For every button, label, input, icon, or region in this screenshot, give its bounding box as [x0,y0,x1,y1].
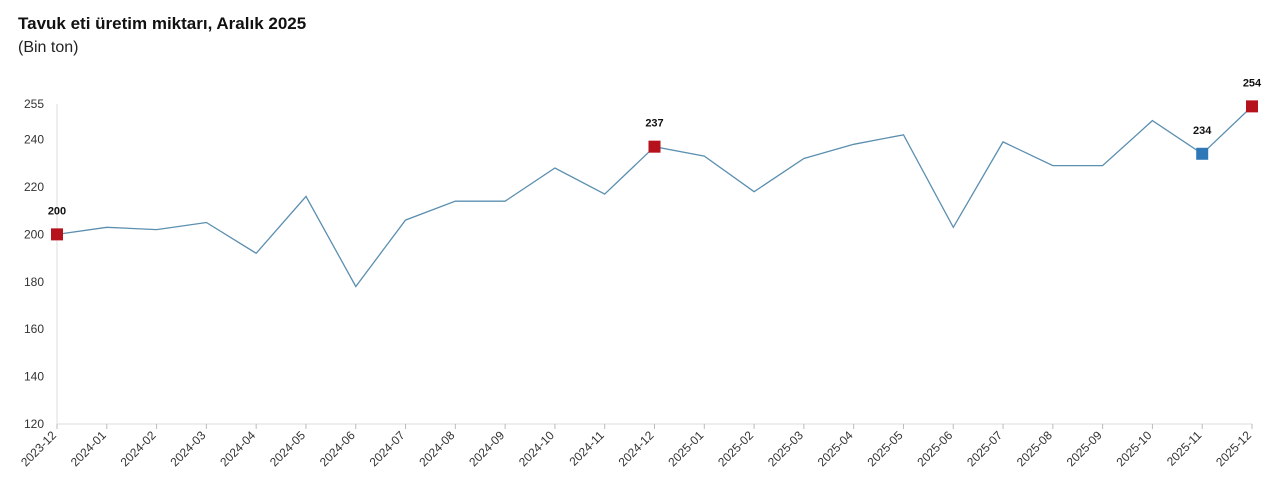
x-tick-label: 2024-12 [616,428,657,469]
data-point [1151,119,1154,122]
data-point [304,195,307,198]
x-tick-label: 2025-07 [964,428,1005,469]
data-point [1002,140,1005,143]
series-group [56,105,1253,288]
data-label: 254 [1243,77,1262,89]
x-tick-label: 2025-04 [815,428,856,469]
y-tick-label: 220 [24,180,44,194]
data-point [354,285,357,288]
x-tick-label: 2025-02 [715,428,756,469]
x-tick-label: 2025-10 [1113,428,1154,469]
data-label: 237 [645,118,663,130]
y-tick-label: 120 [24,417,44,431]
data-point [255,252,258,255]
highlight-markers: 200 237 234 254 [48,77,1262,241]
x-tick-label: 2025-01 [665,428,706,469]
x-tick-label: 2024-05 [267,428,308,469]
data-point [603,193,606,196]
data-point [404,219,407,222]
data-point [852,143,855,146]
x-tick-label: 2025-11 [1164,428,1205,469]
data-point [1051,164,1054,167]
x-tick-label: 2023-12 [18,428,59,469]
chart-title: Tavuk eti üretim miktarı, Aralık 2025 [18,14,307,33]
x-tick-label: 2025-09 [1064,428,1105,469]
highlight-marker [1196,147,1209,160]
y-tick-label: 140 [24,370,44,384]
data-point [802,157,805,160]
data-point [205,221,208,224]
series-line [56,105,1253,288]
data-point [105,226,108,229]
data-point [952,226,955,229]
y-tick-label: 200 [24,227,44,241]
data-point [454,200,457,203]
x-tick-label: 2024-09 [466,428,507,469]
chart-subtitle: (Bin ton) [18,39,79,56]
data-point [703,155,706,158]
x-tick-label: 2025-03 [765,428,806,469]
x-tick-label: 2025-06 [914,428,955,469]
x-tick-label: 2025-05 [865,428,906,469]
y-tick-label: 180 [24,275,44,289]
data-point [553,167,556,170]
x-tick-label: 2024-03 [167,428,208,469]
x-tick-labels: 2023-12 2024-01 2024-02 2024-03 2024-04 2024-… [18,424,1254,469]
data-label: 234 [1193,125,1212,137]
y-tick-label: 160 [24,322,44,336]
x-tick-label: 2024-02 [118,428,159,469]
data-point [1101,164,1104,167]
x-tick-label: 2024-01 [68,428,109,469]
highlight-marker [648,140,661,153]
x-tick-label: 2024-04 [217,428,258,469]
highlight-marker [1246,100,1258,113]
x-tick-label: 2024-07 [367,428,408,469]
highlight-marker [51,228,63,241]
y-tick-label: 255 [24,97,44,111]
x-tick-label: 2024-08 [416,428,457,469]
data-point [902,133,905,136]
data-point [753,190,756,193]
x-tick-label: 2024-11 [566,428,607,469]
data-label: 200 [48,205,66,217]
x-tick-label: 2025-08 [1014,428,1055,469]
data-point [504,200,507,203]
y-tick-label: 240 [24,133,44,147]
y-tick-labels: 120 140 160 180 200 220 240 255 [24,97,44,431]
x-tick-label: 2024-10 [516,428,557,469]
data-point [155,228,158,231]
x-tick-label: 2024-06 [317,428,358,469]
x-tick-label: 2025-12 [1213,428,1254,469]
